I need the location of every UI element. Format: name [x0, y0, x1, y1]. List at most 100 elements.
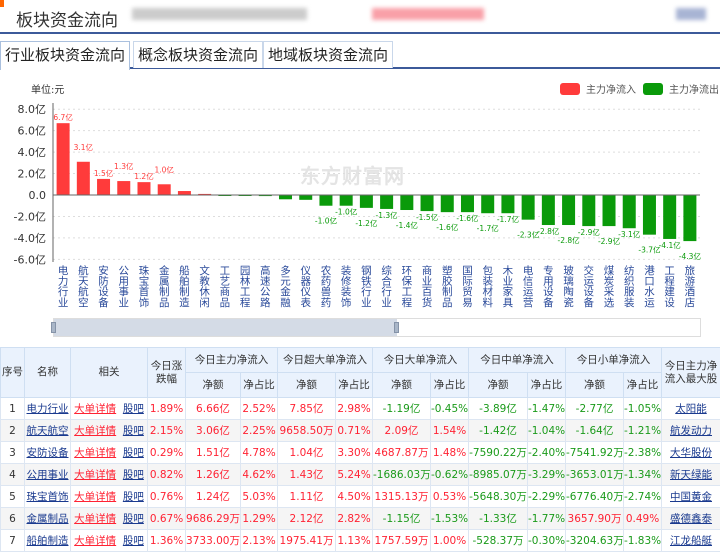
top-stock-link[interactable]: 中国黄金	[670, 491, 712, 503]
x-tick-label: 工程建设	[664, 265, 675, 309]
top-stock-link[interactable]: 航发动力	[670, 425, 712, 437]
bar	[56, 123, 70, 195]
x-tick-label: 商业百货	[422, 264, 433, 309]
subheader-ratio[interactable]: 净占比	[527, 372, 566, 398]
subheader-ratio[interactable]: 净占比	[623, 372, 662, 398]
detail-link[interactable]: 大单详情	[74, 403, 117, 415]
header-related: 相关	[70, 347, 148, 398]
header-large: 今日大单净流入	[372, 347, 469, 373]
guba-link[interactable]: 股吧	[122, 447, 144, 459]
change-cell: 2.15%	[147, 419, 186, 442]
small-amount: 3657.90万	[565, 507, 624, 530]
top-stock-link[interactable]: 新天绿能	[670, 469, 712, 481]
x-tick-label: 旅游酒店	[685, 264, 696, 309]
data-label: 1.2亿	[134, 171, 154, 181]
large-amount: 1315.13万	[372, 485, 431, 508]
guba-link[interactable]: 股吧	[122, 535, 144, 547]
data-label: -1.3亿	[376, 210, 399, 220]
detail-link[interactable]: 大单详情	[74, 535, 117, 547]
x-tick-label: 多元金融	[280, 264, 291, 309]
legend-outflow[interactable]: 主力净流出	[643, 81, 719, 96]
main-ratio: 2.25%	[240, 419, 278, 442]
medium-ratio: -1.77%	[527, 507, 566, 530]
sector-link[interactable]: 金属制品	[26, 513, 69, 525]
legend-swatch	[560, 82, 580, 95]
x-tick-label: 玻璃陶瓷	[563, 264, 574, 309]
row-name-cell: 船舶制造	[24, 529, 71, 552]
small-ratio: -1.34%	[623, 463, 662, 486]
header-name[interactable]: 名称	[24, 347, 71, 398]
top-stock-link[interactable]: 江龙船艇	[670, 535, 712, 547]
header-change[interactable]: 今日涨跌幅	[147, 347, 186, 398]
zoom-handle-right[interactable]	[394, 322, 399, 333]
main-amount: 1.26亿	[185, 463, 241, 486]
corner-mark	[0, 0, 4, 7]
bar	[440, 195, 454, 213]
sector-link[interactable]: 电力行业	[26, 403, 69, 415]
sector-link[interactable]: 公用事业	[26, 469, 69, 481]
change-cell: 0.67%	[147, 507, 186, 530]
tab-region[interactable]: 地域板块资金流向	[263, 41, 394, 68]
header-small: 今日小单净流入	[565, 347, 662, 373]
medium-amount: -8985.07万	[468, 463, 528, 486]
tab-industry[interactable]: 行业板块资金流向	[0, 41, 131, 70]
top-stock-link[interactable]: 太阳能	[675, 403, 707, 415]
sector-link[interactable]: 安防设备	[26, 447, 69, 459]
bar	[521, 195, 535, 220]
sector-link[interactable]: 珠宝首饰	[26, 491, 69, 503]
detail-link[interactable]: 大单详情	[74, 447, 117, 459]
row-name-cell: 公用事业	[24, 463, 71, 486]
guba-link[interactable]: 股吧	[122, 425, 144, 437]
top-stock-link[interactable]: 大华股份	[670, 447, 712, 459]
guba-link[interactable]: 股吧	[122, 403, 144, 415]
subheader-ratio[interactable]: 净占比	[430, 372, 469, 398]
zoom-selection[interactable]	[54, 319, 397, 336]
bar	[299, 195, 313, 200]
table-row: 7 船舶制造 大单详情 股吧 1.36% 3733.00万 2.13% 1975.41…	[0, 529, 720, 552]
header-index: 序号	[0, 347, 25, 398]
data-zoom-slider[interactable]	[51, 318, 701, 337]
main-amount: 3733.00万	[185, 529, 241, 552]
super-ratio: 4.50%	[335, 485, 373, 508]
small-amount: -3653.01万	[565, 463, 624, 486]
data-label: -2.3亿	[517, 230, 540, 240]
guba-link[interactable]: 股吧	[122, 469, 144, 481]
data-label: 1.5亿	[94, 168, 114, 178]
large-amount: 2.09亿	[372, 419, 431, 442]
zoom-handle-left[interactable]	[51, 322, 56, 333]
sector-link[interactable]: 航天航空	[26, 425, 69, 437]
subheader-ratio[interactable]: 净占比	[335, 372, 373, 398]
top-stock-cell: 江龙船艇	[661, 529, 720, 552]
subheader-amount[interactable]: 净额	[372, 372, 431, 398]
detail-link[interactable]: 大单详情	[74, 425, 117, 437]
detail-link[interactable]: 大单详情	[74, 491, 117, 503]
subheader-amount[interactable]: 净额	[277, 372, 336, 398]
detail-link[interactable]: 大单详情	[74, 513, 117, 525]
detail-link[interactable]: 大单详情	[74, 469, 117, 481]
y-tick-label: 0.0	[29, 189, 47, 202]
guba-link[interactable]: 股吧	[122, 491, 144, 503]
subheader-amount[interactable]: 净额	[185, 372, 241, 398]
medium-amount: -528.37万	[468, 529, 528, 552]
data-label: -2.9亿	[598, 236, 621, 246]
tab-concept[interactable]: 概念板块资金流向	[133, 41, 264, 68]
super-ratio: 2.98%	[335, 397, 373, 420]
bar	[380, 195, 394, 209]
data-label: -2.8亿	[537, 226, 560, 236]
guba-link[interactable]: 股吧	[122, 513, 144, 525]
legend-inflow[interactable]: 主力净流入	[560, 81, 636, 96]
sector-link[interactable]: 船舶制造	[26, 535, 69, 547]
row-related-cell: 大单详情 股吧	[70, 463, 148, 486]
subheader-amount[interactable]: 净额	[468, 372, 528, 398]
subheader-ratio[interactable]: 净占比	[240, 372, 278, 398]
main-ratio: 4.62%	[240, 463, 278, 486]
data-label: 6.7亿	[53, 112, 73, 122]
top-stock-link[interactable]: 盛德鑫泰	[670, 513, 712, 525]
page-header: 板块资金流向	[0, 0, 720, 34]
subheader-amount[interactable]: 净额	[565, 372, 624, 398]
small-amount: -6776.40万	[565, 485, 624, 508]
medium-amount: -1.33亿	[468, 507, 528, 530]
row-related-cell: 大单详情 股吧	[70, 419, 148, 442]
bar	[177, 191, 191, 195]
small-ratio: -1.21%	[623, 419, 662, 442]
